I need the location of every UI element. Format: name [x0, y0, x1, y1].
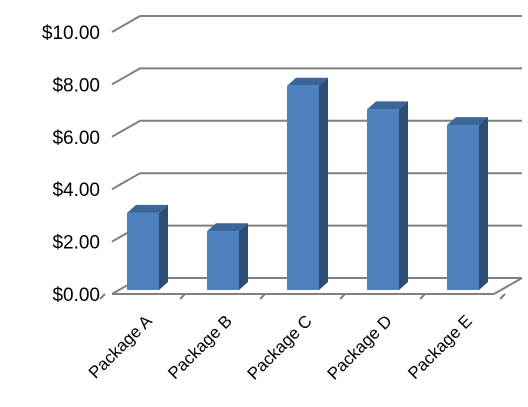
gridline	[111, 15, 522, 33]
x-category-label: Package E	[404, 311, 476, 383]
y-tick-label: $4.00	[52, 180, 100, 201]
y-axis-ticks: $0.00 $2.00 $4.00 $6.00 $8.00 $10.00	[42, 23, 100, 306]
bar	[367, 101, 408, 290]
bars	[127, 77, 488, 290]
y-tick-label: $8.00	[52, 75, 100, 96]
x-tick	[259, 293, 266, 300]
grid-lines	[99, 15, 523, 300]
x-category-label: Package B	[164, 311, 236, 383]
x-category-label: Package C	[244, 311, 316, 383]
bar	[127, 204, 168, 290]
x-category-label: Package D	[324, 311, 396, 383]
gridline	[111, 67, 522, 86]
y-tick-label: $10.00	[42, 23, 100, 44]
bar	[287, 77, 328, 290]
x-tick	[339, 293, 346, 300]
x-tick	[419, 293, 426, 300]
x-tick	[179, 293, 186, 300]
x-category-label: Package A	[85, 311, 156, 382]
bar	[207, 223, 248, 290]
x-axis-labels: Package A Package B Package C Package D Pack…	[85, 311, 476, 384]
y-tick-label: $2.00	[52, 233, 100, 254]
x-tick	[499, 293, 506, 300]
y-tick-label: $6.00	[52, 128, 100, 149]
x-tick	[99, 293, 106, 300]
y-tick-label: $0.00	[52, 285, 100, 306]
bar	[447, 117, 488, 290]
floor-edge	[493, 277, 523, 295]
